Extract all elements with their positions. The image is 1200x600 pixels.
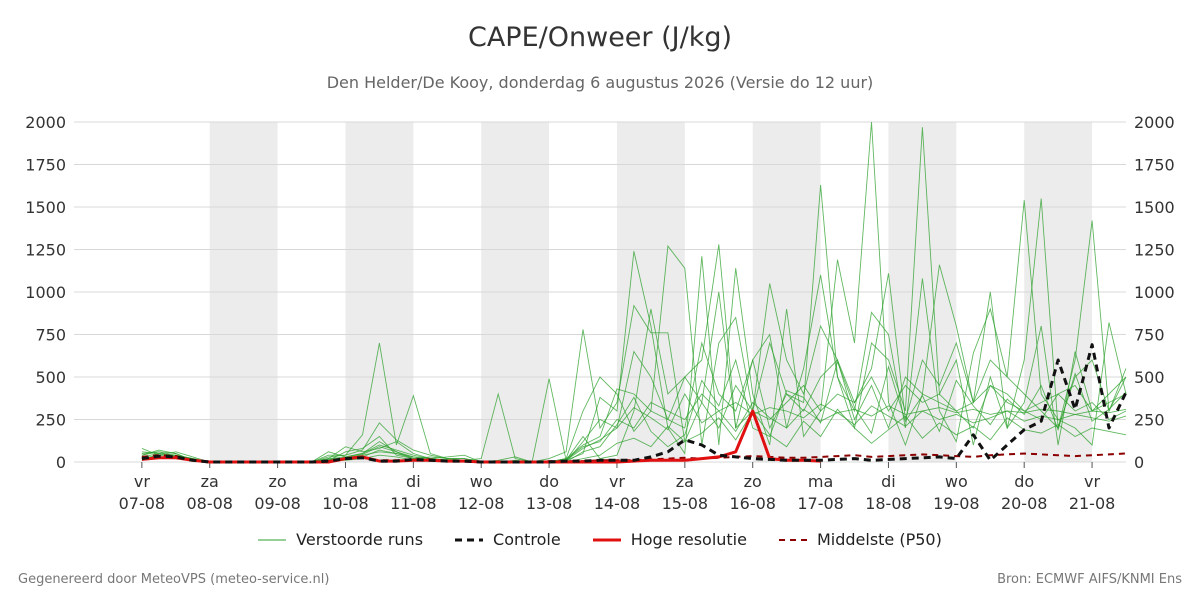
- y-tick-label: 250: [1134, 411, 1165, 430]
- y-tick-label: 1500: [1134, 198, 1175, 217]
- legend-swatch-median: [778, 538, 807, 541]
- x-axis: vr 07-08 za 08-08 zo 09-08 ma 10-08 di 11-08 wo 12-…: [119, 462, 1116, 513]
- footer-source: Bron: ECMWF AIFS/KNMI Ens: [997, 572, 1182, 587]
- y-tick-label: 250: [35, 411, 66, 430]
- x-tick-date: 09-08: [254, 494, 301, 513]
- y-tick-label: 1000: [25, 283, 66, 302]
- x-tick-day: za: [676, 472, 694, 491]
- x-tick-day: vr: [609, 472, 625, 491]
- legend-swatch-ensemble: [258, 539, 287, 540]
- x-tick-day: di: [881, 472, 896, 491]
- x-tick-date: 15-08: [662, 494, 709, 513]
- x-tick-day: ma: [333, 472, 358, 491]
- y-tick-label: 1500: [25, 198, 66, 217]
- x-tick-date: 13-08: [526, 494, 573, 513]
- chart-subtitle: Den Helder/De Kooy, donderdag 6 augustus…: [326, 73, 874, 92]
- x-tick-date: 11-08: [390, 494, 437, 513]
- legend: Verstoorde runs Controle Hoge resolutie …: [0, 530, 1200, 549]
- y-tick-label: 2000: [1134, 113, 1175, 132]
- y-tick-label: 1750: [1134, 156, 1175, 175]
- y-tick-label: 750: [1134, 326, 1165, 345]
- y-tick-label: 1750: [25, 156, 66, 175]
- x-tick-day: zo: [269, 472, 287, 491]
- y-axis-left: 0 250 500 750 1000 1250 1500 1750 2000: [25, 113, 66, 472]
- footer-generated-by: Gegenereerd door MeteoVPS (meteo-service…: [18, 572, 330, 587]
- x-tick-day: za: [201, 472, 219, 491]
- x-tick-day: vr: [134, 472, 150, 491]
- x-tick-date: 14-08: [594, 494, 641, 513]
- legend-item-control: Controle: [455, 530, 561, 549]
- x-tick-date: 10-08: [322, 494, 369, 513]
- legend-item-hires: Hoge resolutie: [592, 530, 747, 549]
- legend-item-median: Middelste (P50): [778, 530, 942, 549]
- legend-label-median: Middelste (P50): [816, 530, 942, 549]
- x-tick-date: 16-08: [729, 494, 776, 513]
- legend-swatch-hires: [592, 538, 621, 541]
- x-tick-date: 19-08: [933, 494, 980, 513]
- legend-label-ensemble: Verstoorde runs: [296, 530, 424, 549]
- y-tick-label: 1250: [25, 241, 66, 260]
- y-axis-right: 0 250 500 750 1000 1250 1500 1750 2000: [1134, 113, 1175, 472]
- x-tick-date: 07-08: [119, 494, 166, 513]
- x-tick-day: ma: [808, 472, 833, 491]
- main-series: [141, 343, 1128, 464]
- legend-label-control: Controle: [493, 530, 561, 549]
- x-tick-date: 08-08: [186, 494, 233, 513]
- legend-item-ensemble: Verstoorde runs: [258, 530, 423, 549]
- x-tick-date: 12-08: [458, 494, 505, 513]
- y-tick-label: 500: [1134, 368, 1165, 387]
- legend-swatch-control: [455, 538, 484, 541]
- y-tick-label: 0: [1134, 453, 1144, 472]
- x-tick-day: do: [539, 472, 559, 491]
- x-tick-day: vr: [1084, 472, 1100, 491]
- y-tick-label: 0: [56, 453, 66, 472]
- x-tick-day: wo: [945, 472, 968, 491]
- x-tick-day: zo: [744, 472, 762, 491]
- y-tick-label: 500: [35, 368, 66, 387]
- x-tick-date: 18-08: [865, 494, 912, 513]
- y-tick-label: 1250: [1134, 241, 1175, 260]
- x-tick-date: 17-08: [797, 494, 844, 513]
- chart-title: CAPE/Onweer (J/kg): [467, 22, 732, 53]
- y-tick-label: 1000: [1134, 283, 1175, 302]
- x-tick-day: do: [1014, 472, 1034, 491]
- x-tick-day: di: [406, 472, 421, 491]
- x-tick-date: 21-08: [1069, 494, 1116, 513]
- y-tick-label: 2000: [25, 113, 66, 132]
- y-tick-label: 750: [35, 326, 66, 345]
- legend-label-hires: Hoge resolutie: [630, 530, 747, 549]
- x-tick-day: wo: [470, 472, 493, 491]
- control-line: [141, 343, 1128, 464]
- x-tick-date: 20-08: [1001, 494, 1048, 513]
